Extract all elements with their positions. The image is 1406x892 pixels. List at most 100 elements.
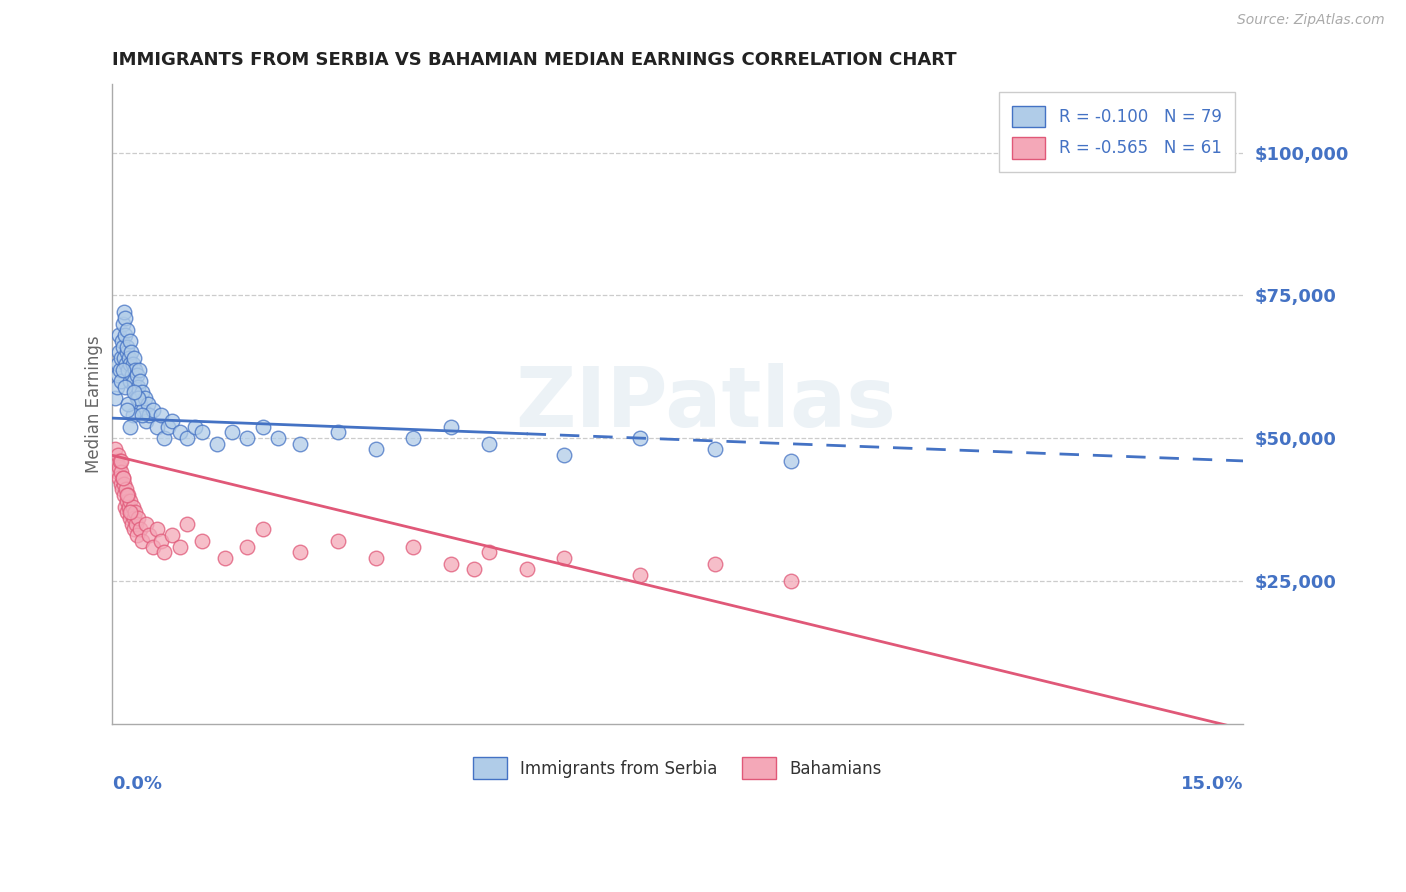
Text: 0.0%: 0.0%: [111, 775, 162, 793]
Point: [176, 431, 198, 445]
Text: 15.0%: 15.0%: [1181, 775, 1243, 793]
Point: [107, 448, 129, 462]
Point: [121, 357, 143, 371]
Point: [134, 391, 156, 405]
Point: [779, 574, 801, 588]
Point: [402, 431, 425, 445]
Point: [402, 540, 425, 554]
Point: [114, 311, 136, 326]
Point: [111, 340, 134, 354]
Point: [290, 437, 312, 451]
Point: [121, 516, 143, 531]
Point: [704, 442, 727, 457]
Point: [153, 431, 176, 445]
Point: [124, 505, 146, 519]
Point: [114, 328, 136, 343]
Point: [129, 397, 152, 411]
Point: [108, 454, 131, 468]
Point: [142, 402, 165, 417]
Point: [115, 357, 138, 371]
Point: [115, 483, 138, 497]
Point: [117, 340, 139, 354]
Point: [125, 385, 148, 400]
Point: [107, 368, 129, 383]
Point: [183, 419, 205, 434]
Point: [115, 345, 138, 359]
Point: [169, 540, 191, 554]
Point: [108, 345, 131, 359]
Point: [120, 505, 142, 519]
Point: [117, 362, 139, 376]
Point: [364, 551, 387, 566]
Point: [129, 523, 152, 537]
Point: [128, 374, 150, 388]
Point: [120, 357, 142, 371]
Point: [115, 494, 138, 508]
Text: IMMIGRANTS FROM SERBIA VS BAHAMIAN MEDIAN EARNINGS CORRELATION CHART: IMMIGRANTS FROM SERBIA VS BAHAMIAN MEDIA…: [111, 51, 956, 69]
Point: [114, 380, 136, 394]
Point: [207, 437, 229, 451]
Point: [114, 500, 136, 514]
Point: [252, 419, 274, 434]
Point: [135, 414, 157, 428]
Point: [440, 419, 463, 434]
Point: [120, 494, 142, 508]
Point: [117, 505, 139, 519]
Point: [118, 511, 141, 525]
Point: [122, 511, 145, 525]
Point: [108, 362, 131, 376]
Point: [169, 425, 191, 440]
Point: [122, 351, 145, 366]
Point: [111, 471, 134, 485]
Point: [131, 533, 153, 548]
Point: [478, 437, 501, 451]
Point: [124, 362, 146, 376]
Point: [779, 454, 801, 468]
Point: [118, 500, 141, 514]
Point: [112, 305, 135, 319]
Point: [120, 505, 142, 519]
Point: [553, 448, 575, 462]
Point: [236, 540, 259, 554]
Point: [107, 357, 129, 371]
Point: [146, 523, 169, 537]
Point: [478, 545, 501, 559]
Point: [110, 454, 132, 468]
Point: [127, 380, 149, 394]
Point: [121, 368, 143, 383]
Point: [142, 540, 165, 554]
Text: ZIPatlas: ZIPatlas: [515, 363, 896, 444]
Point: [108, 471, 131, 485]
Point: [121, 409, 143, 423]
Point: [135, 516, 157, 531]
Y-axis label: Median Earnings: Median Earnings: [86, 335, 103, 473]
Point: [117, 397, 139, 411]
Point: [107, 466, 129, 480]
Point: [128, 362, 150, 376]
Point: [112, 488, 135, 502]
Point: [111, 471, 134, 485]
Point: [121, 500, 143, 514]
Point: [136, 397, 159, 411]
Point: [127, 391, 149, 405]
Point: [111, 483, 134, 497]
Point: [214, 551, 236, 566]
Point: [118, 351, 141, 366]
Point: [160, 528, 183, 542]
Point: [131, 385, 153, 400]
Point: [105, 380, 128, 394]
Point: [176, 516, 198, 531]
Point: [120, 334, 142, 348]
Point: [120, 345, 142, 359]
Point: [115, 323, 138, 337]
Point: [131, 409, 153, 423]
Point: [114, 476, 136, 491]
Point: [704, 557, 727, 571]
Point: [127, 511, 149, 525]
Point: [122, 385, 145, 400]
Point: [191, 533, 214, 548]
Point: [127, 391, 149, 405]
Point: [553, 551, 575, 566]
Legend: Immigrants from Serbia, Bahamians: Immigrants from Serbia, Bahamians: [467, 751, 889, 786]
Point: [111, 362, 134, 376]
